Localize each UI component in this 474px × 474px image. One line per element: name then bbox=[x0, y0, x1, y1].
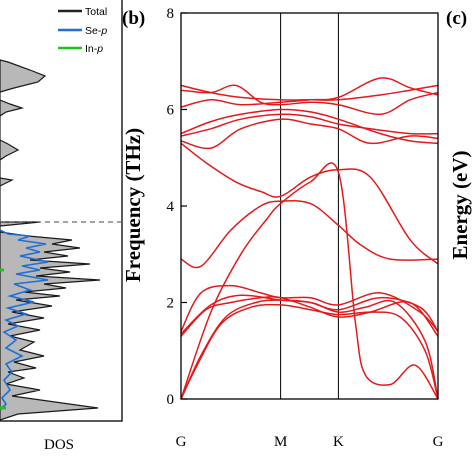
dos-x-label: DOS bbox=[44, 437, 74, 453]
x-tick-label: G bbox=[176, 434, 187, 450]
y-tick-label: 2 bbox=[167, 296, 175, 312]
plot-frame bbox=[180, 12, 439, 400]
kpoint-lines bbox=[280, 13, 339, 399]
phonon-panel: (b) Frequency (THz) 0 2 4 6 8 G M K G bbox=[121, 6, 444, 450]
legend-label: Total bbox=[85, 6, 107, 18]
y-tick-label: 0 bbox=[167, 392, 175, 408]
y-tick-label: 4 bbox=[167, 199, 175, 215]
phonon-band bbox=[180, 162, 439, 400]
energy-axis-label: Energy (eV) bbox=[448, 150, 472, 259]
dos-se-p-line bbox=[0, 229, 49, 411]
dos-legend: Total Se-p In-p bbox=[58, 6, 107, 55]
phonon-band bbox=[180, 118, 439, 150]
y-tick-label: 6 bbox=[167, 103, 175, 119]
phonon-band bbox=[180, 284, 439, 332]
phonon-bands bbox=[180, 77, 439, 400]
energy-panel: (c) Energy (eV) bbox=[446, 8, 472, 260]
x-tick-label: G bbox=[433, 434, 444, 450]
phonon-band bbox=[180, 84, 439, 116]
y-ticks: 0 2 4 6 8 bbox=[167, 6, 187, 408]
phonon-band bbox=[180, 294, 439, 335]
dos-total-area bbox=[0, 59, 101, 421]
phonon-band bbox=[180, 299, 439, 400]
phonon-band bbox=[180, 108, 439, 145]
phonon-band bbox=[180, 113, 439, 137]
legend-label: In-p bbox=[85, 43, 103, 55]
panel-label-c: (c) bbox=[446, 8, 467, 29]
x-tick-label: K bbox=[333, 434, 344, 450]
dos-frame bbox=[0, 0, 123, 422]
y-axis-label: Frequency (THz) bbox=[121, 128, 145, 282]
panel-label-b: (b) bbox=[122, 8, 145, 29]
legend-label: Se-p bbox=[85, 25, 107, 37]
phonon-band bbox=[180, 142, 439, 265]
y-tick-label: 8 bbox=[167, 6, 175, 22]
phonon-band bbox=[180, 303, 439, 400]
phonon-band bbox=[180, 296, 439, 337]
x-tick-label: M bbox=[274, 434, 287, 450]
dos-panel: Total Se-p In-p DOS bbox=[0, 0, 123, 453]
phonon-band bbox=[180, 199, 439, 269]
phonon-band bbox=[180, 84, 439, 101]
